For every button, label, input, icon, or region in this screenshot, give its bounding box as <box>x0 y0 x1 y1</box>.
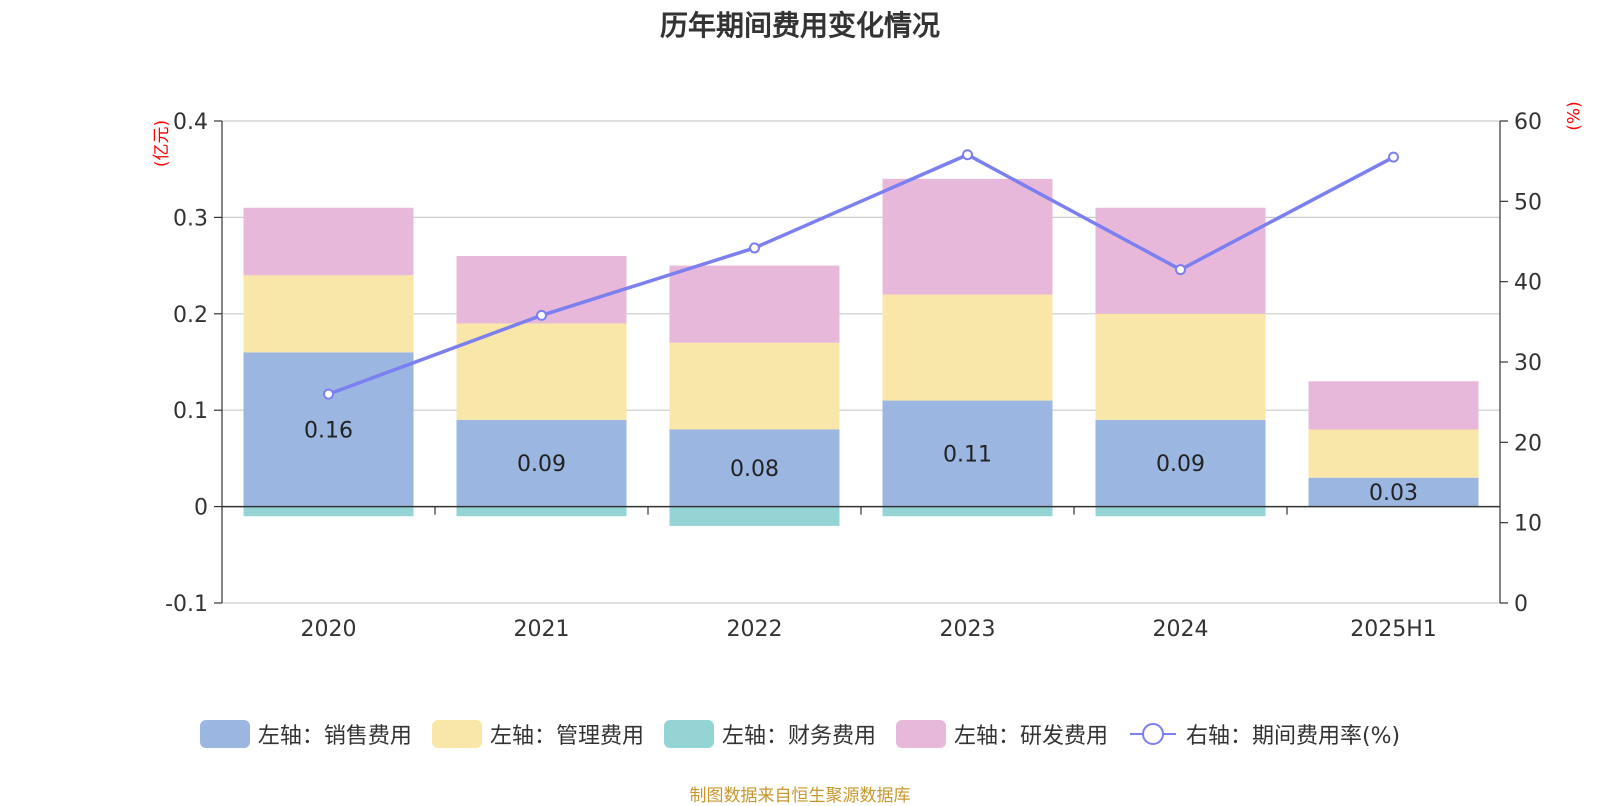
legend-line-icon <box>1129 723 1176 745</box>
left-axis-tick-label: 0.4 <box>173 110 208 135</box>
bar-data-label: 0.08 <box>730 457 779 482</box>
bar-data-label: 0.03 <box>1369 481 1418 506</box>
bar-data-label: 0.09 <box>1156 452 1205 477</box>
bar-segment <box>1308 429 1479 478</box>
bar-segment <box>243 352 414 507</box>
right-axis-tick-label: 0 <box>1514 592 1528 617</box>
chart-legend: 左轴：销售费用 左轴：管理费用 左轴：财务费用 左轴：研发费用 右轴：期间费用率(%) <box>0 718 1600 750</box>
x-axis-tick-label: 2025H1 <box>1350 617 1437 642</box>
rate-line-point <box>323 388 334 400</box>
legend-item[interactable]: 左轴：管理费用 <box>431 718 644 750</box>
legend-swatch <box>663 720 714 748</box>
left-axis-tick-label: 0.1 <box>173 399 208 424</box>
legend-item[interactable]: 右轴：期间费用率(%) <box>1128 718 1400 750</box>
legend-swatch <box>895 720 946 748</box>
bar-segment <box>669 342 840 430</box>
legend-label: 左轴：销售费用 <box>257 724 412 749</box>
legend-label: 左轴：研发费用 <box>953 724 1108 749</box>
rate-line <box>327 152 1395 396</box>
legend-label: 右轴：期间费用率(%) <box>1185 724 1401 749</box>
bar-segment <box>243 207 414 276</box>
legend-label: 左轴：管理费用 <box>489 724 644 749</box>
left-axis-tick-label: 0.2 <box>173 303 208 328</box>
left-axis-tick-label: -0.1 <box>165 592 208 617</box>
bar-segment <box>1095 506 1266 517</box>
chart-plot-area: -0.1 0 0.1 0.2 0.3 0.4 0 10 20 30 40 50 60 0.16 2020 0.… <box>165 110 1542 642</box>
bar-segment <box>1308 477 1479 507</box>
right-axis-tick-label: 30 <box>1514 351 1542 376</box>
data-source-note: 制图数据来自恒生聚源数据库 <box>689 786 911 806</box>
x-axis-tick-label: 2021 <box>514 617 570 642</box>
bar-segment <box>882 294 1053 401</box>
legend-swatch <box>199 720 250 748</box>
chart-title: 历年期间费用变化情况 <box>659 9 940 42</box>
bar-segment <box>456 323 627 420</box>
legend-item[interactable]: 左轴：财务费用 <box>663 718 876 750</box>
x-axis-tick-label: 2022 <box>727 617 783 642</box>
bar-segment <box>243 275 414 353</box>
bar-segment <box>882 506 1053 517</box>
bar-segment <box>456 506 627 517</box>
legend-label: 左轴：财务费用 <box>721 724 876 749</box>
legend-item[interactable]: 左轴：销售费用 <box>199 718 412 750</box>
legend-swatch <box>431 720 482 748</box>
rate-line-point <box>1175 264 1186 276</box>
bar-segment <box>456 419 627 507</box>
x-axis-tick-label: 2024 <box>1153 617 1209 642</box>
x-axis-tick-label: 2020 <box>301 617 357 642</box>
bar-segment <box>1095 207 1266 314</box>
rate-line-point <box>1388 151 1399 163</box>
bar-data-label: 0.16 <box>304 418 353 443</box>
bar-segment <box>1308 381 1479 430</box>
legend-item[interactable]: 左轴：研发费用 <box>895 718 1108 750</box>
bar-segment <box>669 265 840 343</box>
right-axis-tick-label: 60 <box>1514 110 1542 135</box>
bar-segment <box>882 178 1053 295</box>
bar-segment <box>1095 313 1266 420</box>
right-axis-tick-label: 10 <box>1514 512 1542 537</box>
right-axis-tick-label: 50 <box>1514 190 1542 215</box>
rate-line-point <box>536 309 547 321</box>
bar-data-label: 0.09 <box>517 452 566 477</box>
x-axis-tick-label: 2023 <box>940 617 996 642</box>
bar-segment <box>243 506 414 517</box>
bar-segment <box>669 429 840 507</box>
left-axis-tick-label: 0.3 <box>173 206 208 231</box>
left-axis-tick-label: 0 <box>194 496 208 521</box>
bar-segment <box>1095 419 1266 507</box>
bar-segment <box>882 400 1053 507</box>
rate-line-point <box>749 242 760 254</box>
bar-data-label: 0.11 <box>943 443 992 468</box>
right-axis-tick-label: 20 <box>1514 431 1542 456</box>
right-axis-tick-label: 40 <box>1514 271 1542 296</box>
bar-segment <box>669 506 840 526</box>
rate-line-point <box>962 149 973 161</box>
